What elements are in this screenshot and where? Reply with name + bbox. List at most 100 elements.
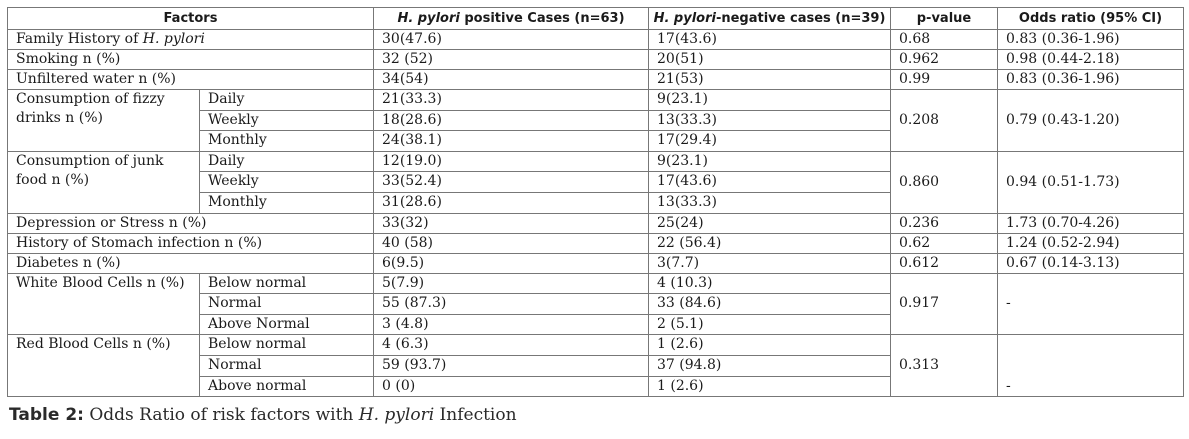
table-row: Diabetes n (%) 6(9.5) 3(7.7) 0.612 0.67 … [7, 252, 1184, 274]
row-label: Consumption of fizzy drinks n (%) [7, 89, 200, 152]
row-label: White Blood Cells n (%) [7, 272, 200, 336]
p-value: 0.62 [890, 232, 998, 254]
negative-value: 3(7.7) [648, 252, 891, 274]
sub-label: Weekly [199, 109, 374, 132]
header-factors: Factors [7, 7, 374, 30]
odds-ratio: 0.79 (0.43-1.20) [997, 89, 1184, 152]
p-value: 0.962 [890, 49, 998, 70]
row-label: Consumption of junk food n (%) [7, 150, 200, 214]
table-row: Above normal 0 (0) 1 (2.6) [8, 375, 1184, 398]
table-row: Depression or Stress n (%) 33(32) 25(24)… [7, 212, 1184, 234]
negative-value: 21(53) [648, 69, 891, 90]
negative-value: 2 (5.1) [648, 313, 891, 336]
odds-ratio: 1.24 (0.52-2.94) [997, 232, 1184, 254]
caption-text: Odds Ratio of risk factors with [83, 405, 359, 425]
positive-value: 31(28.6) [373, 191, 649, 214]
negative-value: 33 (84.6) [648, 293, 891, 315]
positive-value: 33(32) [373, 212, 649, 234]
table-row: Smoking n (%) 32 (52) 20(51) 0.962 0.98 … [7, 49, 1184, 70]
positive-value: 12(19.0) [373, 150, 649, 173]
caption-italic: H. pylori [358, 405, 435, 425]
sub-label: Daily [199, 89, 374, 111]
positive-value: 4 (6.3) [373, 334, 649, 356]
p-value: 0.208 [890, 89, 998, 152]
sub-label: Daily [199, 150, 374, 173]
positive-value: 5(7.9) [373, 272, 649, 295]
table-row: White Blood Cells n (%) Below normal 5(7… [7, 272, 1184, 336]
negative-value: 13(33.3) [648, 191, 891, 214]
family-label-italic: H. pylori [142, 31, 205, 47]
negative-value: 25(24) [648, 212, 891, 234]
negative-value: 4 (10.3) [648, 272, 891, 295]
row-label: Smoking n (%) [7, 49, 374, 70]
negative-value: 20(51) [648, 49, 891, 70]
odds-ratio: 0.83 (0.36-1.96) [997, 29, 1184, 50]
sub-label: Above normal [199, 375, 374, 398]
family-label-text: Family History of [16, 31, 143, 47]
sub-label: Normal [199, 293, 374, 315]
odds-ratio: 0.83 (0.36-1.96) [997, 69, 1184, 90]
odds-ratio: 1.73 (0.70-4.26) [997, 212, 1184, 234]
header-positive-italic: H. pylori [397, 11, 460, 26]
row-label: Red Blood Cells n (%) [7, 334, 200, 398]
positive-value: 6(9.5) [373, 252, 649, 274]
p-value: 0.917 [890, 272, 998, 336]
row-label: Diabetes n (%) [7, 252, 374, 274]
header-positive-cases: H. pylori positive Cases (n=63) [373, 7, 649, 30]
header-odds-ratio: Odds ratio (95% CI) [997, 7, 1184, 30]
positive-value: 33(52.4) [373, 171, 649, 193]
table-row: Above Normal 3 (4.8) 2 (5.1) [8, 313, 1184, 336]
row-label: History of Stomach infection n (%) [7, 232, 374, 254]
odds-ratio: 0.98 (0.44-2.18) [997, 49, 1184, 70]
sub-label: Below normal [199, 334, 374, 356]
p-value: 0.68 [890, 29, 998, 50]
negative-value: 13(33.3) [648, 109, 891, 132]
header-negative-text: -negative cases (n=39) [715, 11, 886, 26]
positive-value: 32 (52) [373, 49, 649, 70]
p-value: 0.612 [890, 252, 998, 274]
negative-value: 17(29.4) [648, 130, 891, 152]
sub-label: Normal [199, 354, 374, 377]
table-row: History of Stomach infection n (%) 40 (5… [7, 232, 1184, 254]
sub-label: Monthly [199, 191, 374, 214]
positive-value: 18(28.6) [373, 109, 649, 132]
positive-value: 0 (0) [373, 375, 649, 398]
positive-value: 34(54) [373, 69, 649, 90]
p-value: 0.236 [890, 212, 998, 234]
negative-value: 17(43.6) [648, 29, 891, 50]
p-value: 0.313 [890, 334, 998, 398]
table-row: Unfiltered water n (%) 34(54) 21(53) 0.9… [7, 69, 1184, 90]
table-row: Red Blood Cells n (%) Below normal 4 (6.… [7, 334, 1184, 398]
negative-value: 9(23.1) [648, 89, 891, 111]
p-value: 0.99 [890, 69, 998, 90]
table-row: Monthly 31(28.6) 13(33.3) [8, 191, 1184, 214]
row-label: Family History of H. pylori [7, 29, 374, 50]
negative-value: 37 (94.8) [648, 354, 891, 377]
negative-value: 1 (2.6) [648, 334, 891, 356]
table-row: Consumption of fizzy drinks n (%) Daily … [7, 89, 1184, 152]
table-caption: Table 2: Odds Ratio of risk factors with… [9, 405, 517, 425]
odds-ratio-table: Factors H. pylori positive Cases (n=63) … [7, 7, 1184, 398]
header-negative-cases: H. pylori-negative cases (n=39) [648, 7, 891, 30]
negative-value: 17(43.6) [648, 171, 891, 193]
header-negative-italic: H. pylori [653, 11, 716, 26]
positive-value: 59 (93.7) [373, 354, 649, 377]
positive-value: 24(38.1) [373, 130, 649, 152]
positive-value: 40 (58) [373, 232, 649, 254]
caption-text-end: Infection [434, 405, 517, 425]
table-row: Family History of H. pylori 30(47.6) 17(… [7, 29, 1184, 50]
header-positive-text: positive Cases (n=63) [459, 11, 625, 26]
negative-value: 1 (2.6) [648, 375, 891, 398]
sub-label: Above Normal [199, 313, 374, 336]
table-row: Normal 55 (87.3) 33 (84.6) [8, 293, 1184, 315]
sub-label: Below normal [199, 272, 374, 295]
odds-ratio: - [997, 334, 1184, 398]
positive-value: 21(33.3) [373, 89, 649, 111]
table-row: Consumption of junk food n (%) Daily 12(… [7, 150, 1184, 214]
sub-label: Monthly [199, 130, 374, 152]
header-p-value: p-value [890, 7, 998, 30]
table-row: Normal 59 (93.7) 37 (94.8) [8, 354, 1184, 377]
row-label: Depression or Stress n (%) [7, 212, 374, 234]
negative-value: 9(23.1) [648, 150, 891, 173]
positive-value: 3 (4.8) [373, 313, 649, 336]
